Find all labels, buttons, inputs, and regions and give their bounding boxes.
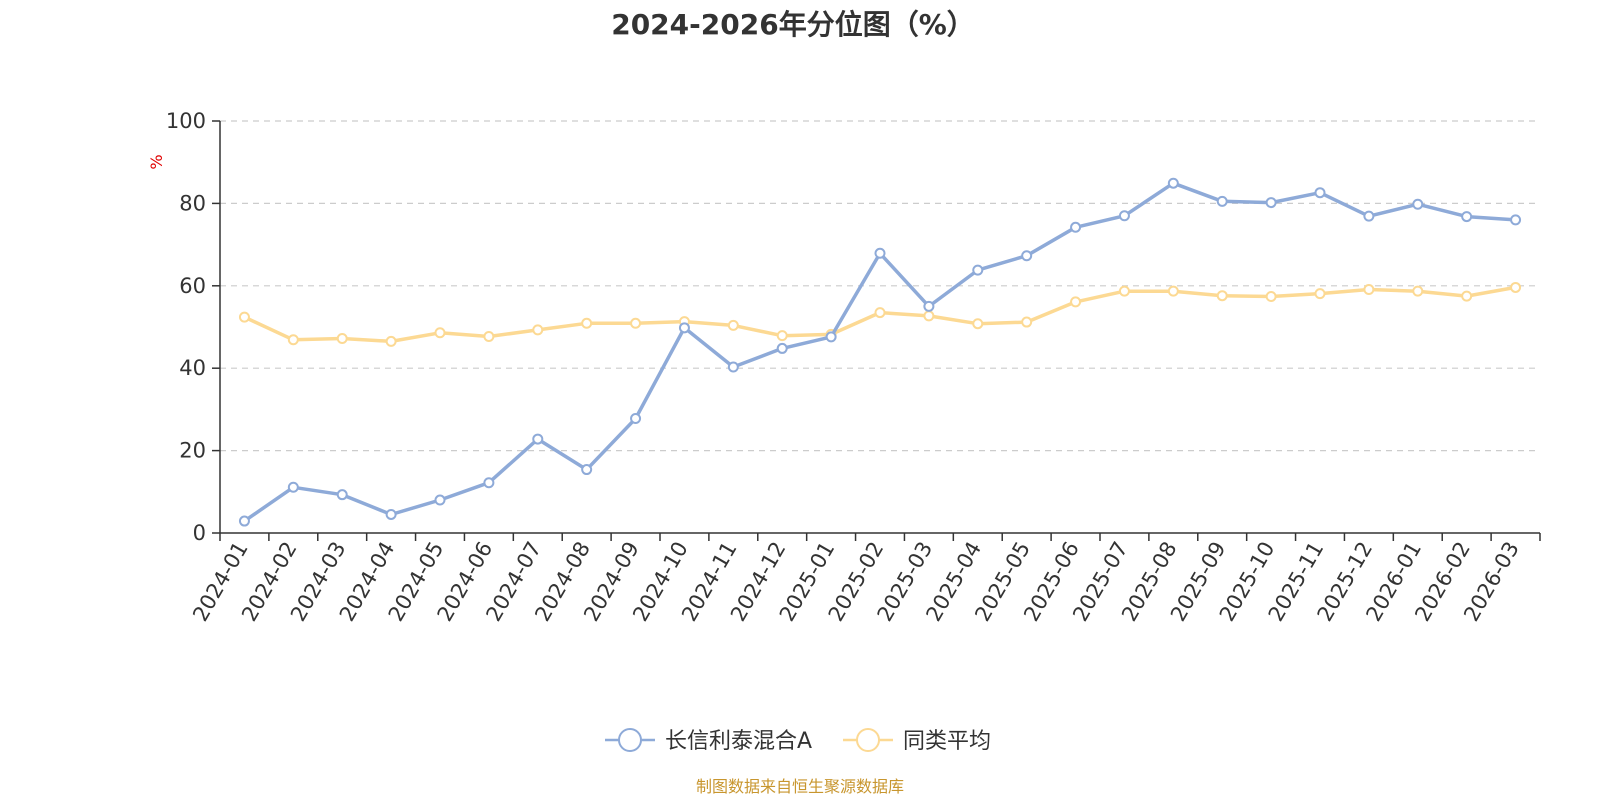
data-point-0-2025-08 bbox=[1167, 177, 1179, 189]
series-line-0 bbox=[243, 181, 1516, 523]
y-axis-unit-label: % bbox=[147, 154, 166, 169]
data-point-0-2025-06 bbox=[1070, 221, 1082, 233]
data-point-1-2024-09 bbox=[630, 317, 642, 329]
y-tick-label-80: 80 bbox=[179, 191, 206, 215]
data-point-1-2024-01 bbox=[238, 311, 250, 323]
legend-label-1: 同类平均 bbox=[903, 729, 991, 754]
data-point-1-2026-03 bbox=[1510, 281, 1522, 293]
data-point-0-2024-04 bbox=[385, 508, 397, 520]
data-point-1-2025-09 bbox=[1216, 290, 1228, 302]
data-point-0-2025-03 bbox=[923, 300, 935, 312]
grid-lines bbox=[220, 120, 1540, 452]
data-point-0-2026-01 bbox=[1412, 198, 1424, 210]
data-point-1-2024-04 bbox=[385, 335, 397, 347]
data-point-1-2025-10 bbox=[1265, 291, 1277, 303]
data-point-0-2024-03 bbox=[336, 489, 348, 501]
data-point-0-2025-12 bbox=[1363, 210, 1375, 222]
data-point-1-2026-01 bbox=[1412, 285, 1424, 297]
legend-label-0: 长信利泰混合A bbox=[665, 729, 812, 754]
data-point-1-2025-02 bbox=[874, 307, 886, 319]
series-1 bbox=[238, 281, 1522, 347]
data-point-1-2025-08 bbox=[1167, 285, 1179, 297]
data-point-1-2024-07 bbox=[532, 324, 544, 336]
data-point-0-2025-10 bbox=[1265, 197, 1277, 209]
axes bbox=[219, 121, 1540, 534]
data-point-0-2026-03 bbox=[1510, 214, 1522, 226]
data-point-0-2024-05 bbox=[434, 494, 446, 506]
data-point-1-2024-11 bbox=[727, 319, 739, 331]
y-tick-label-60: 60 bbox=[179, 274, 206, 298]
y-tick-label-40: 40 bbox=[179, 356, 206, 380]
data-point-1-2026-02 bbox=[1461, 290, 1473, 302]
y-tick-label-20: 20 bbox=[179, 439, 206, 463]
data-point-1-2024-05 bbox=[434, 327, 446, 339]
data-point-0-2025-11 bbox=[1314, 187, 1326, 199]
data-point-0-2025-02 bbox=[874, 247, 886, 259]
legend-marker-1 bbox=[856, 728, 880, 752]
y-tick-label-100: 100 bbox=[166, 109, 206, 133]
data-point-1-2024-02 bbox=[287, 334, 299, 346]
data-point-1-2024-03 bbox=[336, 333, 348, 345]
series-0 bbox=[238, 177, 1522, 527]
legend-marker-0 bbox=[618, 728, 642, 752]
data-point-0-2025-05 bbox=[1021, 250, 1033, 262]
data-point-0-2025-01 bbox=[825, 331, 837, 343]
data-point-1-2025-07 bbox=[1118, 285, 1130, 297]
data-point-1-2025-05 bbox=[1021, 316, 1033, 328]
data-point-0-2024-11 bbox=[727, 361, 739, 373]
data-point-0-2024-07 bbox=[532, 433, 544, 445]
data-point-1-2025-11 bbox=[1314, 288, 1326, 300]
data-source-note: 制图数据来自恒生聚源数据库 bbox=[696, 777, 904, 796]
data-point-0-2024-12 bbox=[776, 342, 788, 354]
legend: 长信利泰混合A 同类平均 bbox=[605, 728, 991, 754]
y-tick-label-0: 0 bbox=[193, 521, 206, 545]
y-axis-ticks: 0 20 40 60 80 100 bbox=[166, 109, 220, 545]
data-point-1-2024-08 bbox=[581, 317, 593, 329]
legend-item-1: 同类平均 bbox=[843, 728, 991, 754]
data-point-1-2024-06 bbox=[483, 330, 495, 342]
data-point-0-2024-02 bbox=[287, 481, 299, 493]
data-point-0-2024-08 bbox=[581, 464, 593, 476]
data-point-0-2025-07 bbox=[1118, 210, 1130, 222]
x-axis-ticks: 2024-012024-022024-032024-042024-052024-… bbox=[188, 533, 1541, 625]
data-point-0-2024-09 bbox=[630, 412, 642, 424]
data-point-1-2025-03 bbox=[923, 310, 935, 322]
data-point-0-2025-04 bbox=[972, 264, 984, 276]
legend-item-0: 长信利泰混合A bbox=[605, 728, 812, 754]
data-point-1-2024-12 bbox=[776, 330, 788, 342]
chart-title: 2024-2026年分位图（%） bbox=[611, 8, 975, 41]
data-point-0-2024-06 bbox=[483, 477, 495, 489]
series-lines bbox=[238, 177, 1522, 527]
data-point-0-2024-01 bbox=[238, 515, 250, 527]
data-point-0-2024-10 bbox=[678, 322, 690, 334]
data-point-1-2025-06 bbox=[1070, 296, 1082, 308]
data-point-1-2025-12 bbox=[1363, 284, 1375, 296]
data-point-0-2026-02 bbox=[1461, 211, 1473, 223]
data-point-0-2025-09 bbox=[1216, 195, 1228, 207]
data-point-1-2025-04 bbox=[972, 318, 984, 330]
